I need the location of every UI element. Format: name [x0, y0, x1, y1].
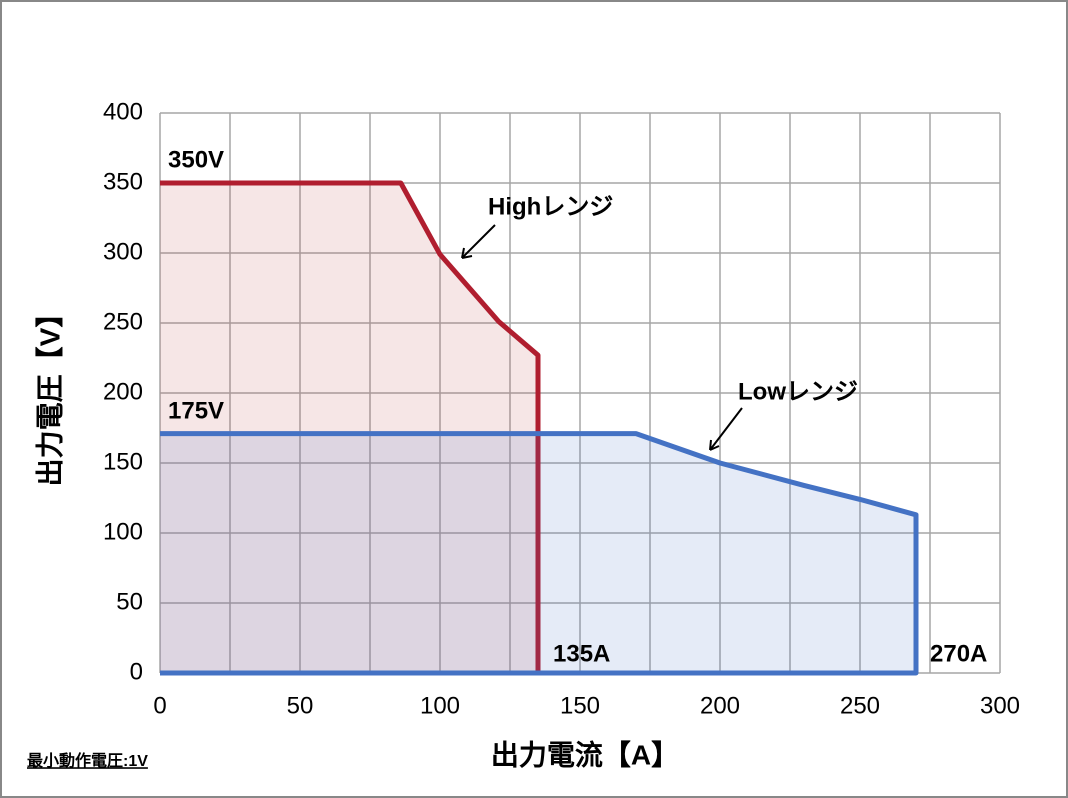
- area: [160, 433, 916, 673]
- y-tick-label: 350: [103, 168, 143, 195]
- area: [160, 183, 538, 673]
- y-tick-label: 100: [103, 518, 143, 545]
- annotation: 350V: [168, 146, 224, 173]
- plot: [160, 180, 919, 676]
- annotation: 135A: [553, 640, 610, 667]
- y-tick-label: 0: [130, 658, 143, 685]
- x-tick-label: 150: [560, 692, 600, 719]
- y-tick-label: 300: [103, 238, 143, 265]
- x-tick-label: 250: [840, 692, 880, 719]
- y-tick-label: 150: [103, 448, 143, 475]
- footnote: 最小動作電圧:1V: [27, 751, 148, 770]
- series-label: Lowレンジ: [738, 378, 858, 405]
- y-tick-label: 200: [103, 378, 143, 405]
- annotation: 175V: [168, 397, 224, 424]
- y-tick-label: 50: [116, 588, 143, 615]
- series-label: Highレンジ: [488, 193, 613, 220]
- x-tick-label: 200: [700, 692, 740, 719]
- y-tick-label: 250: [103, 308, 143, 335]
- x-tick-label: 0: [153, 692, 166, 719]
- x-tick-label: 50: [287, 692, 314, 719]
- x-axis-label: 出力電流【A】: [491, 739, 679, 770]
- y-axis-label: 出力電圧【V】: [34, 300, 65, 487]
- x-tick-label: 100: [420, 692, 460, 719]
- x-tick-label: 300: [980, 692, 1020, 719]
- annotation: 270A: [930, 640, 987, 667]
- y-tick-label: 400: [103, 98, 143, 125]
- line: [160, 431, 919, 676]
- annotation-arrow: [461, 224, 496, 259]
- annotation-arrow: [709, 407, 743, 451]
